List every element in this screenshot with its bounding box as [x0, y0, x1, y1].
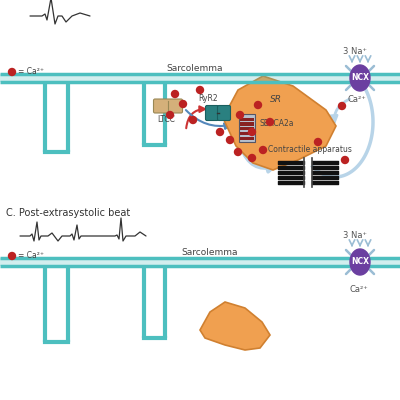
Circle shape	[254, 102, 262, 108]
Text: Contractile apparatus: Contractile apparatus	[268, 146, 352, 154]
Circle shape	[8, 68, 16, 76]
Circle shape	[166, 112, 174, 118]
FancyBboxPatch shape	[206, 106, 218, 120]
Text: 3 Na⁺: 3 Na⁺	[343, 231, 367, 240]
Circle shape	[266, 118, 274, 126]
Bar	[240, 122, 254, 126]
Ellipse shape	[350, 65, 370, 91]
Polygon shape	[200, 302, 270, 350]
Ellipse shape	[350, 249, 370, 275]
Text: Sarcolemma: Sarcolemma	[182, 248, 238, 257]
Bar	[240, 118, 254, 121]
Text: Ca²⁺: Ca²⁺	[348, 96, 367, 104]
Circle shape	[342, 156, 348, 164]
FancyBboxPatch shape	[154, 99, 182, 113]
Circle shape	[338, 102, 346, 110]
Circle shape	[8, 252, 16, 260]
Bar	[0, 258, 400, 266]
Bar	[240, 137, 254, 140]
Circle shape	[226, 136, 234, 144]
Text: LTCC: LTCC	[157, 116, 175, 124]
Polygon shape	[223, 76, 336, 170]
Circle shape	[314, 138, 322, 146]
Text: 3 Na⁺: 3 Na⁺	[343, 47, 367, 56]
Circle shape	[234, 148, 242, 156]
Text: Ca²⁺: Ca²⁺	[350, 286, 369, 294]
Text: = Ca²⁺: = Ca²⁺	[18, 68, 44, 76]
Circle shape	[216, 128, 224, 136]
FancyBboxPatch shape	[218, 106, 230, 120]
Circle shape	[248, 128, 256, 136]
Text: Sarcolemma: Sarcolemma	[167, 64, 223, 73]
Bar	[239, 114, 255, 142]
Text: = Ca²⁺: = Ca²⁺	[18, 252, 44, 260]
Circle shape	[196, 86, 204, 94]
Text: RyR2: RyR2	[198, 94, 218, 103]
Circle shape	[190, 116, 196, 124]
Text: NCX: NCX	[351, 258, 369, 266]
Bar	[240, 127, 254, 130]
Bar	[0, 74, 400, 82]
Circle shape	[260, 146, 266, 154]
Text: NCX: NCX	[351, 74, 369, 82]
Text: SERCA2a: SERCA2a	[259, 120, 294, 128]
Text: C. Post-extrasystolic beat: C. Post-extrasystolic beat	[6, 208, 130, 218]
Circle shape	[172, 90, 178, 98]
Circle shape	[248, 154, 256, 162]
Circle shape	[236, 112, 244, 118]
Text: SR: SR	[270, 96, 282, 104]
Circle shape	[180, 100, 186, 108]
Bar	[240, 132, 254, 135]
